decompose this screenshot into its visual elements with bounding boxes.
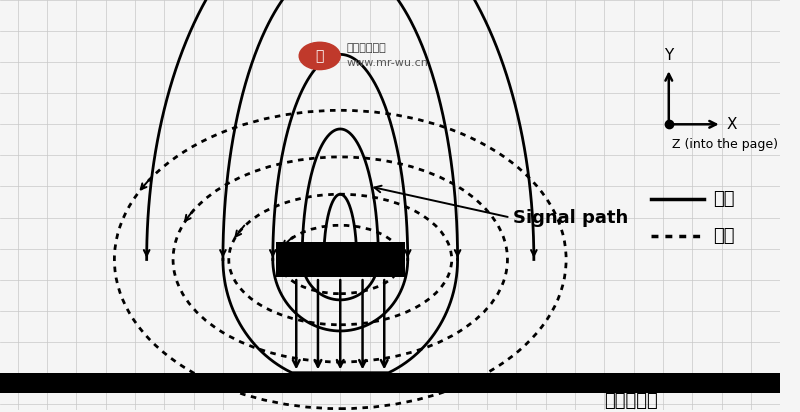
Text: X: X — [726, 117, 737, 132]
Text: Y: Y — [664, 48, 674, 63]
Text: Signal path: Signal path — [514, 208, 629, 227]
Text: Z (into the page): Z (into the page) — [672, 138, 778, 151]
Text: 吴: 吴 — [315, 49, 324, 63]
Text: 电场: 电场 — [713, 190, 734, 208]
Text: 地回流路径: 地回流路径 — [604, 392, 658, 410]
Bar — [0, 373, 780, 393]
Ellipse shape — [299, 42, 340, 70]
Text: 磁场: 磁场 — [713, 227, 734, 245]
Text: www.mr-wu.cn: www.mr-wu.cn — [346, 59, 428, 68]
Text: 吴川嘂的博客: 吴川嘂的博客 — [346, 44, 386, 54]
Bar — [276, 242, 405, 276]
